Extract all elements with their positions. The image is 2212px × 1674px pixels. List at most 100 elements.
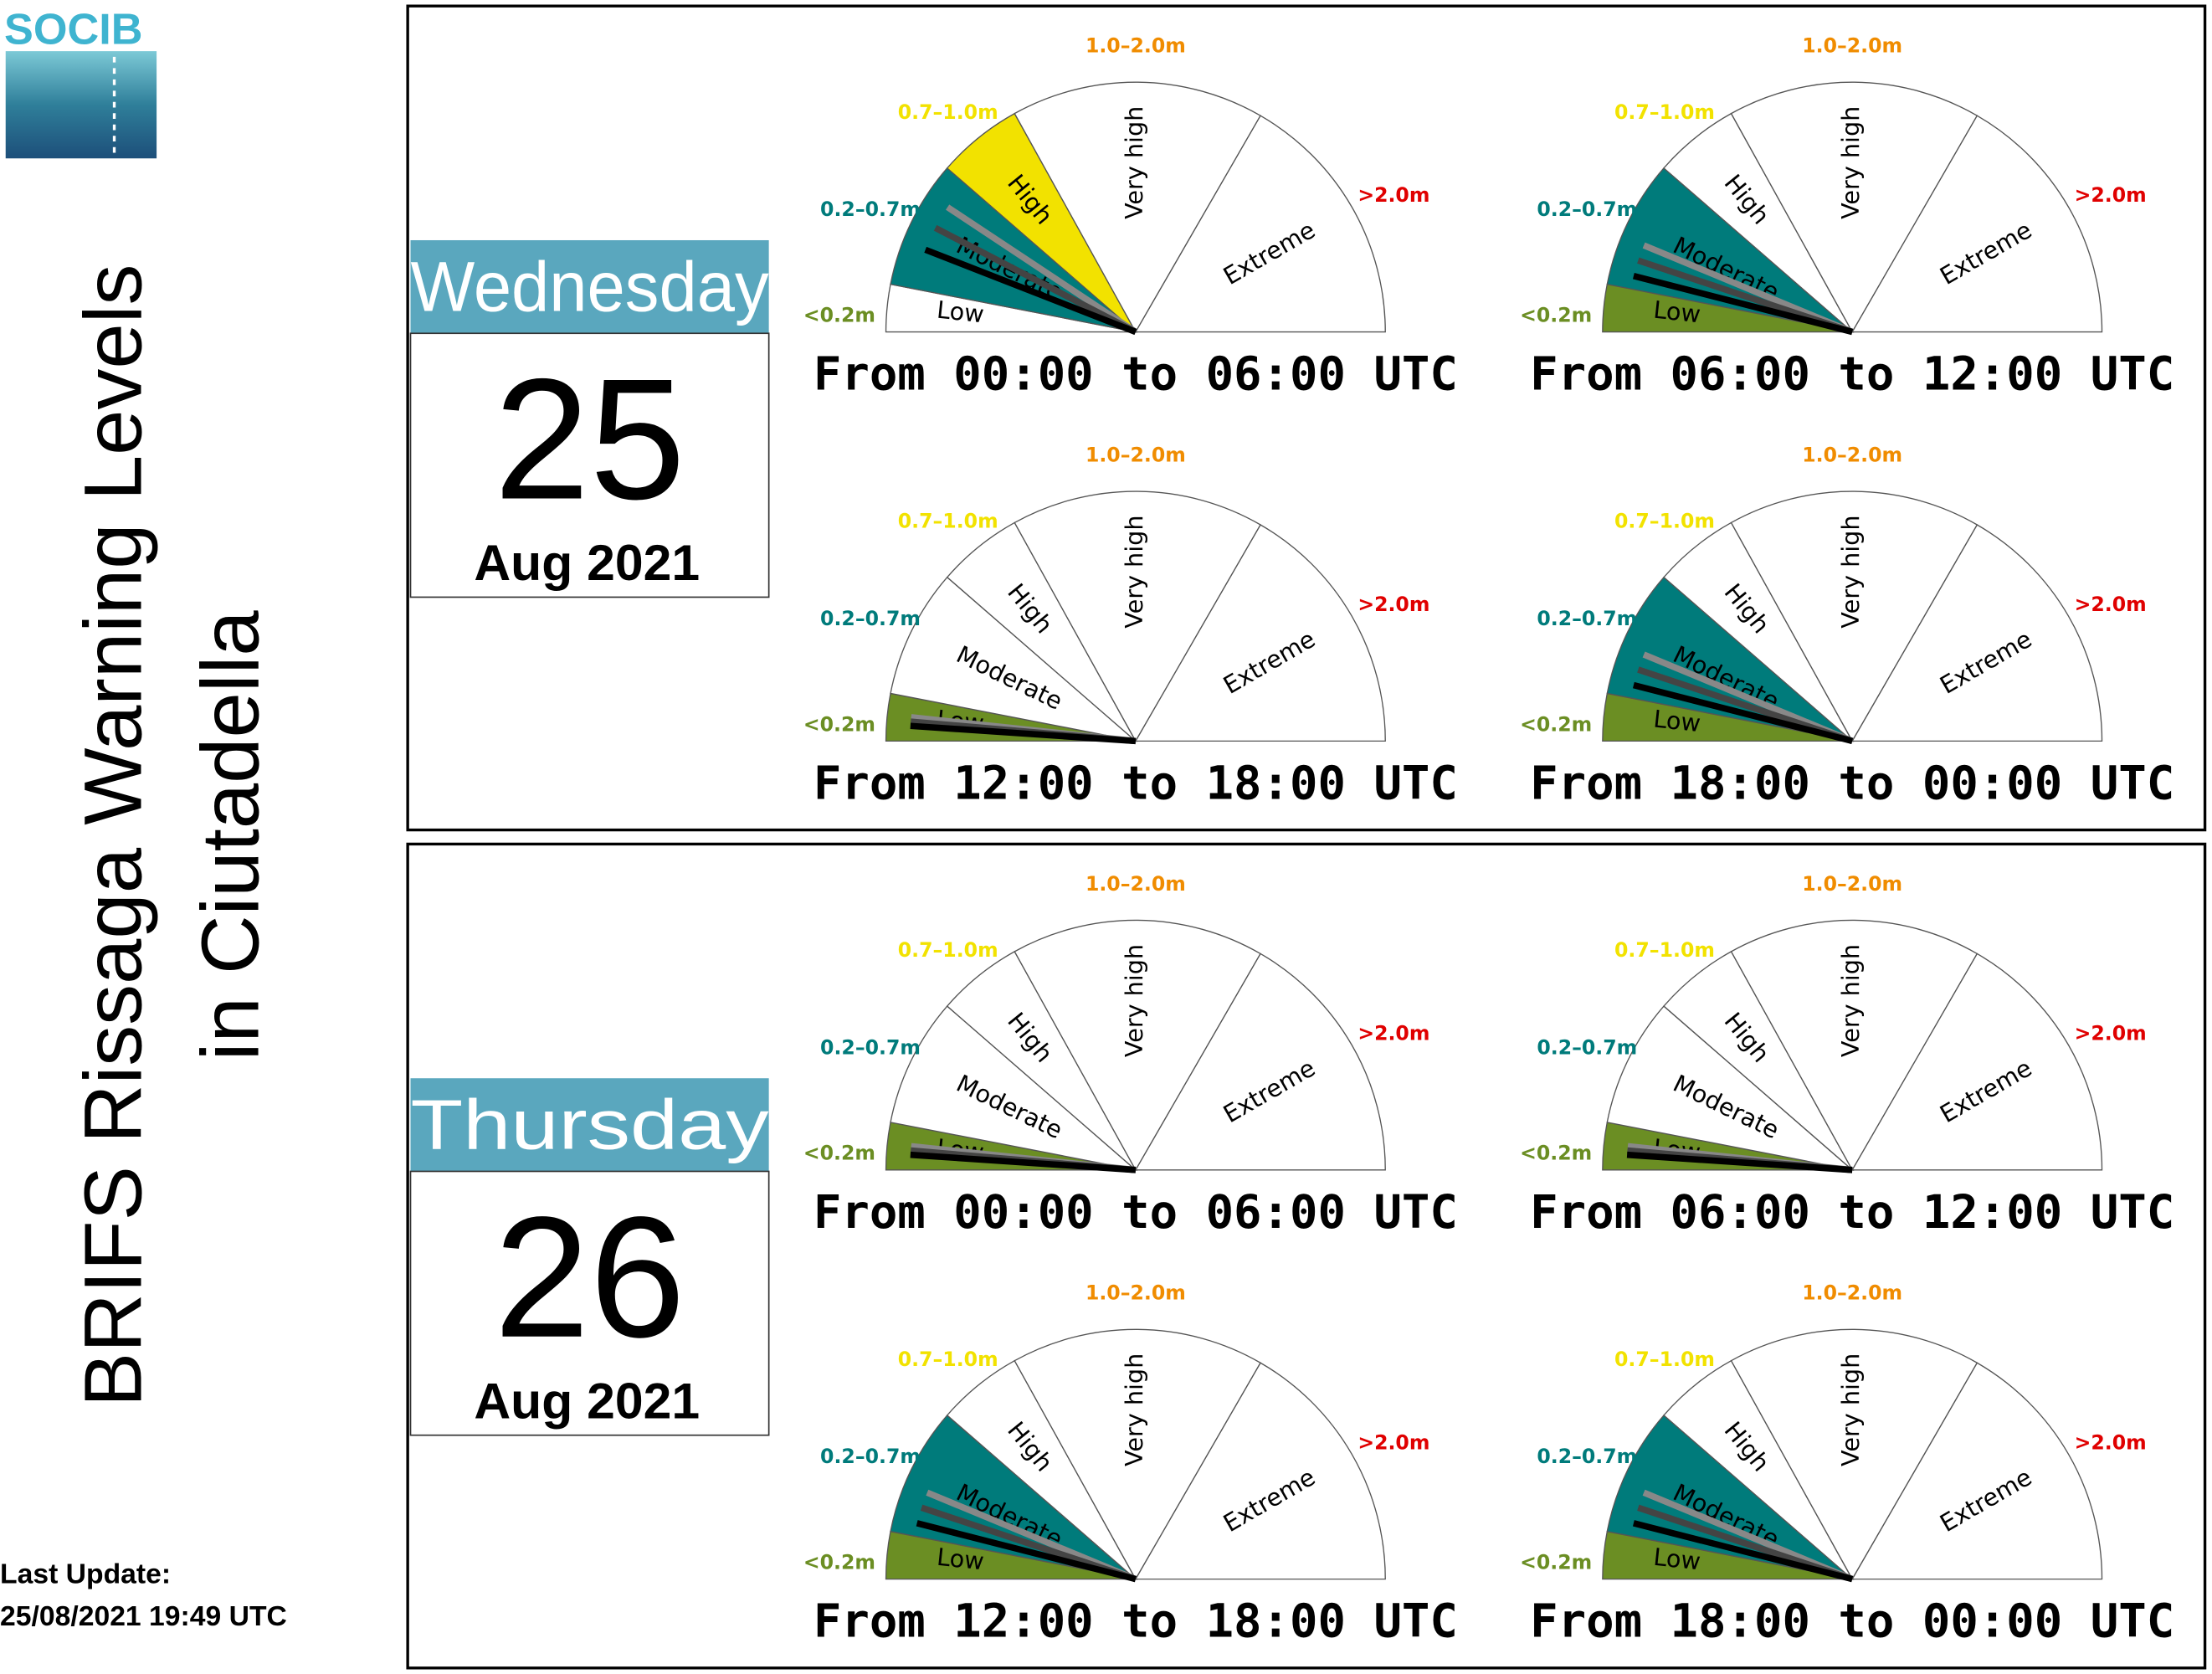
gauge-sector — [1730, 490, 1978, 742]
update-label: Last Update: — [0, 1558, 171, 1590]
panel-frame — [406, 842, 2207, 1670]
threshold-label: 1.0–2.0m — [1085, 872, 1186, 896]
weekday-band — [410, 1078, 769, 1172]
logo-wave — [5, 51, 157, 159]
threshold-label: >2.0m — [2075, 1430, 2147, 1454]
threshold-label: 1.0–2.0m — [1085, 34, 1186, 58]
threshold-label: <0.2m — [1520, 712, 1592, 736]
level-label: Very high — [1120, 515, 1148, 628]
needle — [916, 1520, 1137, 1583]
period: From 06:00 to 12:00 UTC — [1530, 347, 2174, 402]
title: BRIFS Rissaga Warning Levels — [68, 264, 159, 1407]
period: From 18:00 to 00:00 UTC — [1530, 756, 2174, 810]
gauge-sector — [1851, 524, 2103, 742]
threshold-label: >2.0m — [1357, 593, 1429, 616]
threshold-label: 0.7–1.0m — [898, 938, 998, 962]
gauge-sector — [1134, 953, 1386, 1171]
threshold-label: 0.7–1.0m — [898, 510, 998, 533]
gauge-sector — [1014, 81, 1261, 333]
needle — [1632, 681, 1854, 745]
day-number: 26 — [494, 1181, 685, 1374]
weekday-band — [410, 239, 769, 334]
gauge-sector — [1606, 576, 1855, 742]
gauge-sector — [890, 1005, 1138, 1171]
period: From 00:00 to 06:00 UTC — [813, 347, 1458, 402]
gauge-sector — [1851, 953, 2103, 1171]
threshold-label: 0.7–1.0m — [1614, 1348, 1715, 1371]
threshold-label: 0.2–0.7m — [1537, 607, 1637, 630]
threshold-label: 0.2–0.7m — [820, 607, 921, 630]
weekday: Wednesday — [411, 247, 769, 326]
weekday: Thursday — [411, 1086, 769, 1164]
threshold-label: 0.7–1.0m — [1614, 510, 1715, 533]
threshold-label: <0.2m — [1520, 1142, 1592, 1165]
threshold-label: <0.2m — [1520, 304, 1592, 327]
threshold-label: 0.7–1.0m — [1614, 100, 1715, 124]
threshold-label: 0.2–0.7m — [1537, 1445, 1637, 1468]
gauge-sector — [1606, 1414, 1855, 1580]
gauge-sector — [1134, 524, 1386, 742]
needle — [1632, 1520, 1854, 1583]
gauge-sector — [1014, 1328, 1261, 1580]
threshold-label: >2.0m — [1357, 183, 1429, 207]
month-year: Aug 2021 — [474, 1372, 700, 1429]
level-label: Low — [936, 1543, 986, 1576]
gauge-sector — [890, 576, 1138, 742]
needle — [1626, 1151, 1853, 1173]
level-label: Very high — [1836, 515, 1865, 628]
gauge-sector — [1730, 81, 1978, 333]
level-label: Very high — [1836, 944, 1865, 1057]
date-card — [409, 332, 770, 598]
gauge-sector — [1851, 115, 2103, 333]
threshold-label: >2.0m — [1357, 1021, 1429, 1045]
gauge-sector — [1014, 490, 1261, 742]
gauge-sector — [1134, 1362, 1386, 1580]
level-label: Very high — [1836, 1353, 1865, 1466]
threshold-label: 0.2–0.7m — [820, 1035, 921, 1059]
threshold-label: 0.2–0.7m — [1537, 1035, 1637, 1059]
threshold-label: 1.0–2.0m — [1802, 34, 1902, 58]
threshold-label: <0.2m — [803, 304, 875, 327]
gauge: Low<0.2mModerate0.2–0.7mHigh0.7–1.0mVery… — [803, 34, 1458, 402]
gauge-sector — [890, 1414, 1138, 1580]
threshold-label: 1.0–2.0m — [1802, 443, 1902, 466]
level-label: Very high — [1120, 106, 1148, 219]
period: From 06:00 to 12:00 UTC — [1530, 1185, 2174, 1240]
title: in Ciutadella — [184, 610, 275, 1061]
threshold-label: <0.2m — [803, 1551, 875, 1574]
period: From 12:00 to 18:00 UTC — [813, 1594, 1458, 1649]
threshold-label: 1.0–2.0m — [1802, 872, 1902, 896]
threshold-label: <0.2m — [803, 1142, 875, 1165]
period: From 00:00 to 06:00 UTC — [813, 1185, 1458, 1240]
level-label: Low — [1652, 1543, 1702, 1576]
level-label: Low — [1652, 295, 1702, 329]
gauge-sector — [1730, 919, 1978, 1172]
gauge: Low<0.2mModerate0.2–0.7mHigh0.7–1.0mVery… — [1520, 872, 2174, 1240]
level-label: Very high — [1836, 106, 1865, 219]
level-label: Very high — [1120, 944, 1148, 1057]
needle — [910, 1151, 1137, 1173]
needle — [910, 722, 1137, 745]
threshold-label: 0.7–1.0m — [898, 1348, 998, 1371]
needle — [946, 204, 1137, 335]
needle — [924, 246, 1137, 336]
threshold-label: 0.2–0.7m — [1537, 198, 1637, 221]
logo-text: SOCIB — [4, 6, 142, 54]
threshold-label: 0.7–1.0m — [1614, 938, 1715, 962]
threshold-label: 1.0–2.0m — [1802, 1281, 1902, 1305]
threshold-label: 1.0–2.0m — [1085, 443, 1186, 466]
threshold-label: <0.2m — [803, 712, 875, 736]
threshold-label: >2.0m — [2075, 1021, 2147, 1045]
level-label: Very high — [1120, 1353, 1148, 1466]
month-year: Aug 2021 — [474, 534, 700, 591]
threshold-label: 0.2–0.7m — [820, 1445, 921, 1468]
level-label: Low — [1652, 705, 1702, 738]
